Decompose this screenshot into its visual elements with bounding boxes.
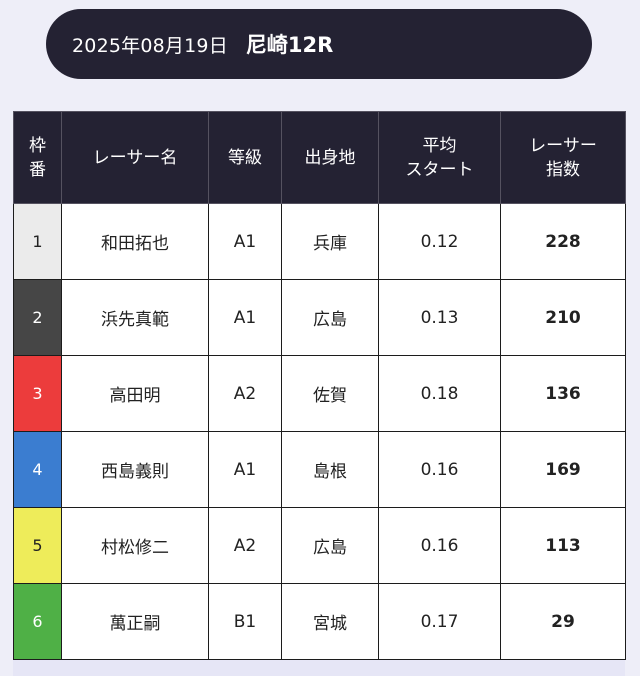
table-row: 3 高田明 A2 佐賀 0.18 136 — [13, 355, 626, 432]
grade-cell: A1 — [208, 431, 282, 508]
avg-start-cell: 0.17 — [378, 583, 501, 660]
hometown-cell: 佐賀 — [281, 355, 379, 432]
table-row: 4 西島義則 A1 島根 0.16 169 — [13, 431, 626, 508]
column-header-grade: 等級 — [208, 111, 282, 204]
avg-start-cell: 0.16 — [378, 507, 501, 584]
racer-name-cell: 高田明 — [61, 355, 209, 432]
racer-index-cell: 169 — [500, 431, 626, 508]
column-header-hometown: 出身地 — [281, 111, 379, 204]
frame-number-cell: 3 — [13, 355, 62, 432]
racer-index-cell: 228 — [500, 203, 626, 280]
table-header-row: 枠 番 レーサー名 等級 出身地 平均 スタート レーサー — [13, 111, 626, 204]
frame-number-cell: 5 — [13, 507, 62, 584]
column-header-line: 枠 — [29, 135, 46, 156]
racer-index-cell: 113 — [500, 507, 626, 584]
column-header-line: 出身地 — [304, 147, 356, 168]
grade-cell: A2 — [208, 355, 282, 432]
column-header-line: レーサー — [529, 135, 597, 156]
hometown-cell: 島根 — [281, 431, 379, 508]
table-row: 1 和田拓也 A1 兵庫 0.12 228 — [13, 203, 626, 280]
column-header-line: スタート — [405, 159, 474, 180]
table-row: 2 浜先真範 A1 広島 0.13 210 — [13, 279, 626, 356]
avg-start-cell: 0.13 — [378, 279, 501, 356]
column-header-line: レーサー名 — [92, 147, 178, 168]
hometown-cell: 宮城 — [281, 583, 379, 660]
race-title: 尼崎12R — [245, 33, 334, 57]
column-header-racer-index: レーサー 指数 — [500, 111, 626, 204]
avg-start-cell: 0.18 — [378, 355, 501, 432]
column-header-avg-start: 平均 スタート — [378, 111, 501, 204]
racer-name-cell: 浜先真範 — [61, 279, 209, 356]
racer-table: 枠 番 レーサー名 等級 出身地 平均 スタート レーサー — [13, 111, 626, 660]
column-header-line: 等級 — [228, 147, 262, 168]
frame-number-cell: 6 — [13, 583, 62, 660]
frame-number-cell: 2 — [13, 279, 62, 356]
hometown-cell: 広島 — [281, 507, 379, 584]
racer-name-cell: 萬正嗣 — [61, 583, 209, 660]
avg-start-cell: 0.16 — [378, 431, 501, 508]
table-row: 5 村松修二 A2 広島 0.16 113 — [13, 507, 626, 584]
column-header-line: 指数 — [546, 159, 580, 180]
racer-name-cell: 和田拓也 — [61, 203, 209, 280]
grade-cell: A1 — [208, 279, 282, 356]
table-row: 6 萬正嗣 B1 宮城 0.17 29 — [13, 583, 626, 660]
grade-cell: A1 — [208, 203, 282, 280]
bottom-strip — [13, 660, 625, 676]
avg-start-cell: 0.12 — [378, 203, 501, 280]
racer-index-cell: 29 — [500, 583, 626, 660]
racer-name-cell: 村松修二 — [61, 507, 209, 584]
race-header: 2025年08月19日 尼崎12R — [46, 9, 592, 79]
column-header-line: 平均 — [422, 135, 457, 156]
frame-number-cell: 1 — [13, 203, 62, 280]
race-date: 2025年08月19日 — [72, 34, 228, 57]
racer-index-cell: 136 — [500, 355, 626, 432]
column-header-line: 番 — [29, 159, 46, 180]
grade-cell: A2 — [208, 507, 282, 584]
racer-index-cell: 210 — [500, 279, 626, 356]
frame-number-cell: 4 — [13, 431, 62, 508]
hometown-cell: 広島 — [281, 279, 379, 356]
grade-cell: B1 — [208, 583, 282, 660]
hometown-cell: 兵庫 — [281, 203, 379, 280]
column-header-frame: 枠 番 — [13, 111, 62, 204]
racer-name-cell: 西島義則 — [61, 431, 209, 508]
column-header-racer-name: レーサー名 — [61, 111, 209, 204]
